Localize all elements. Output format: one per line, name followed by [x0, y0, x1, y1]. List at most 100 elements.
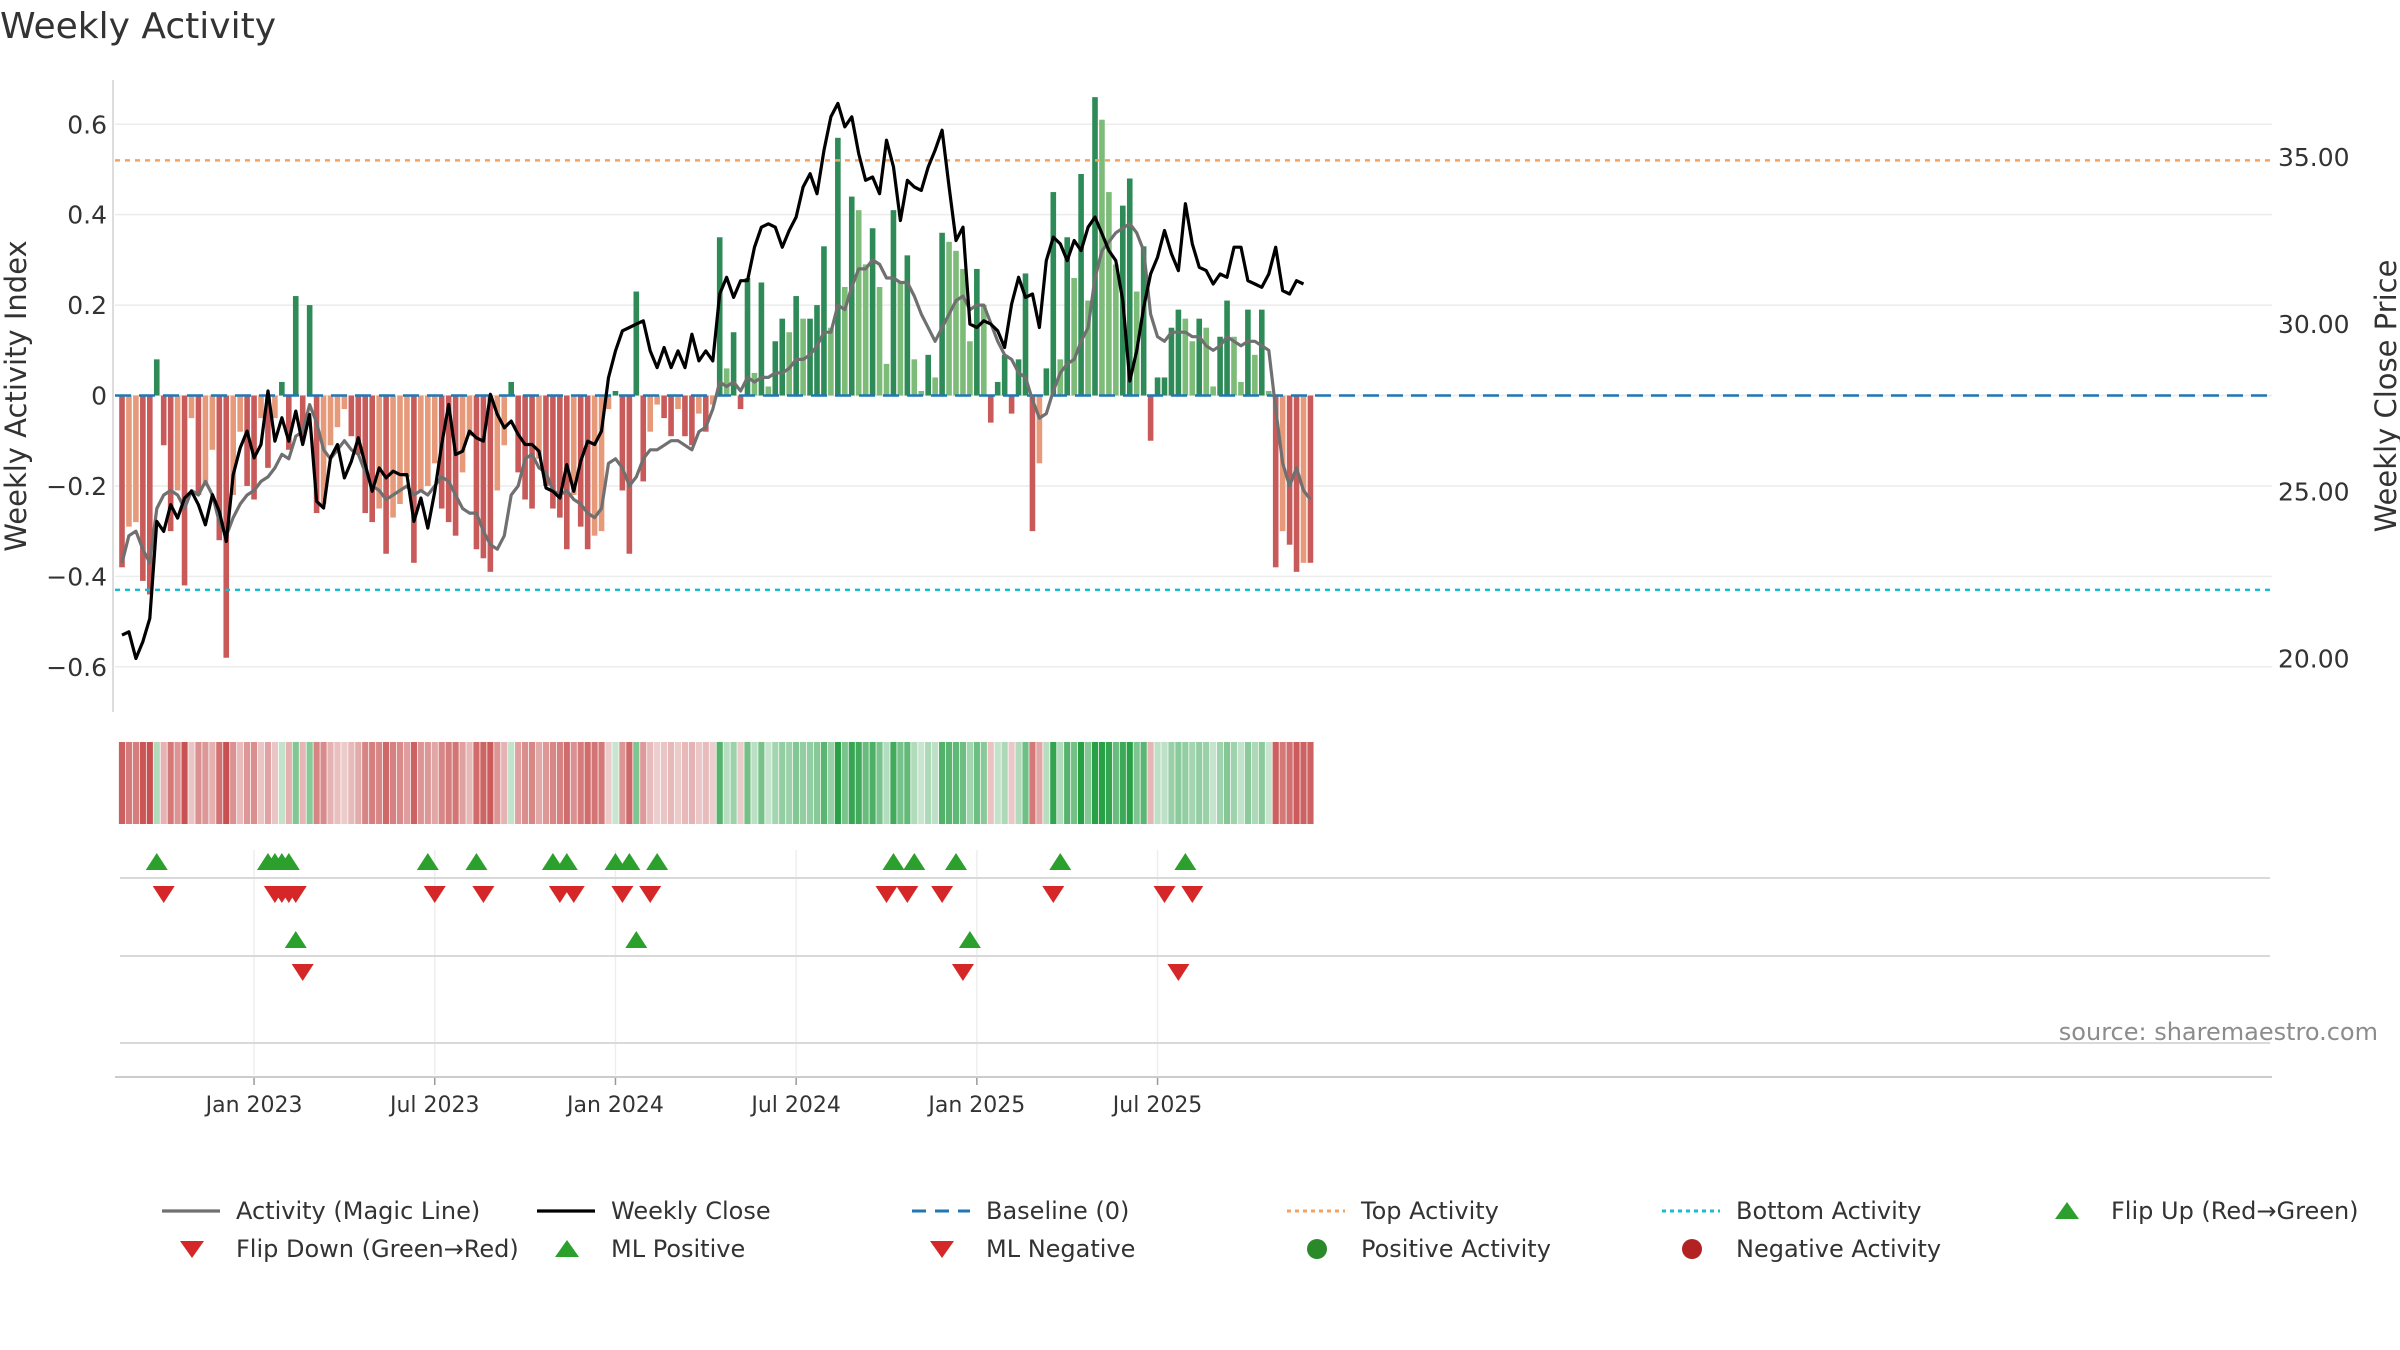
- activity-bar: [994, 381, 1001, 396]
- activity-bar: [1022, 273, 1029, 396]
- heat-cell: [383, 742, 390, 824]
- activity-bar: [654, 395, 660, 405]
- activity-bar: [1092, 97, 1098, 396]
- flip-up-marker: [646, 853, 669, 870]
- heat-cell: [1217, 742, 1224, 824]
- heat-cell: [515, 742, 522, 824]
- activity-bar: [1154, 377, 1161, 396]
- activity-bar: [814, 305, 820, 396]
- heat-cell: [834, 742, 841, 824]
- flip-down-marker: [1042, 886, 1065, 903]
- heat-cell: [973, 742, 980, 824]
- activity-bar: [480, 395, 487, 559]
- flip-down-marker: [896, 886, 919, 903]
- activity-bar: [758, 282, 765, 396]
- heat-cell: [1286, 742, 1293, 824]
- flip-down-marker: [562, 886, 585, 903]
- heat-cell: [362, 742, 369, 824]
- activity-bar: [918, 391, 925, 396]
- activity-bar: [216, 395, 223, 541]
- activity-bar: [730, 332, 737, 396]
- activity-bar: [1029, 395, 1036, 532]
- activity-bar: [675, 395, 681, 410]
- activity-bar: [1001, 354, 1008, 396]
- flip-down-marker: [472, 886, 495, 903]
- activity-bar: [452, 395, 459, 536]
- source-label: source: sharemaestro.com: [2059, 1018, 2378, 1046]
- heat-cell: [334, 742, 341, 824]
- activity-bar: [1307, 395, 1314, 563]
- legend-label: Negative Activity: [1736, 1235, 1942, 1263]
- bars-layer: [119, 97, 1314, 658]
- x-tick-label: Jan 2024: [565, 1093, 664, 1118]
- flip-up-marker: [555, 853, 578, 870]
- legend-swatch-icon: [2055, 1202, 2079, 1219]
- y-left-tick-label: −0.2: [46, 472, 107, 501]
- heat-cell: [786, 742, 793, 824]
- activity-bar: [883, 363, 890, 396]
- heat-cell: [1154, 742, 1161, 824]
- activity-bar: [140, 395, 146, 581]
- activity-bar: [313, 395, 320, 514]
- legend-item: Bottom Activity: [1660, 1195, 1921, 1227]
- activity-bar: [459, 395, 466, 473]
- heat-cell: [1119, 742, 1126, 824]
- legend-swatch-icon: [1307, 1239, 1327, 1259]
- heat-cell: [640, 742, 647, 824]
- heat-cell: [278, 742, 285, 824]
- activity-bar: [862, 264, 869, 396]
- heat-cell: [591, 742, 598, 824]
- activity-bar: [591, 395, 598, 536]
- heat-cell: [542, 742, 550, 824]
- legend-label: ML Negative: [986, 1235, 1136, 1263]
- heat-cell: [904, 742, 911, 824]
- heat-cell: [1258, 742, 1265, 824]
- heat-cell: [438, 742, 445, 824]
- heat-cell: [1272, 742, 1279, 824]
- heat-cell: [209, 742, 216, 824]
- heat-cell: [862, 742, 869, 824]
- flip-down-marker: [423, 886, 446, 903]
- heat-cell: [1203, 742, 1210, 824]
- heat-cell: [174, 742, 181, 824]
- activity-bar: [473, 395, 480, 550]
- heat-cell: [473, 742, 480, 824]
- activity-bar: [605, 395, 612, 410]
- heat-cell: [959, 742, 967, 824]
- activity-bar: [355, 395, 362, 455]
- legend-swatch-icon: [555, 1240, 579, 1257]
- heat-cell: [751, 742, 758, 824]
- activity-bar: [543, 395, 549, 486]
- legend-item: Flip Up (Red→Green): [2035, 1195, 2359, 1227]
- flip-up-marker: [625, 931, 648, 948]
- heat-cell: [918, 742, 925, 824]
- legend-label: Top Activity: [1361, 1197, 1499, 1225]
- heat-cell: [952, 742, 960, 824]
- activity-bar: [244, 395, 250, 486]
- activity-bar: [737, 395, 744, 410]
- heat-cell: [577, 742, 584, 824]
- legend-swatch-icon: [180, 1241, 204, 1258]
- activity-bar: [1008, 395, 1015, 414]
- heat-cell: [1043, 742, 1050, 824]
- heat-cell: [271, 742, 278, 824]
- heat-cell: [181, 742, 188, 824]
- x-tick-label: Jan 2025: [926, 1093, 1025, 1118]
- heat-cell: [1223, 742, 1231, 824]
- activity-bar: [181, 395, 188, 586]
- flip-down-marker: [639, 886, 662, 903]
- activity-bar: [348, 395, 355, 437]
- activity-bar: [494, 395, 501, 491]
- activity-bar: [501, 395, 508, 446]
- activity-bar: [286, 395, 292, 450]
- activity-bar: [327, 395, 334, 446]
- activity-bar: [1147, 395, 1154, 441]
- heat-cell: [1140, 742, 1147, 824]
- heat-cell: [876, 742, 883, 824]
- heat-cell: [237, 742, 244, 824]
- flip-down-marker: [152, 886, 175, 903]
- heat-cell: [313, 742, 320, 824]
- legend-label: Activity (Magic Line): [236, 1197, 481, 1225]
- activity-bar: [619, 395, 626, 491]
- activity-bar: [1238, 381, 1244, 396]
